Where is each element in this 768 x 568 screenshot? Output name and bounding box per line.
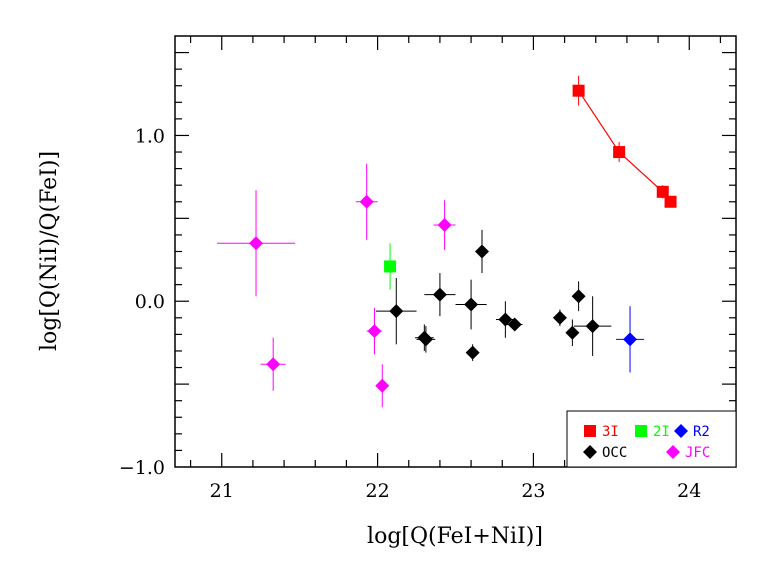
- legend-marker-r2: [674, 424, 688, 438]
- series-2i: [384, 243, 397, 290]
- legend-label-2i: 2I: [653, 424, 670, 440]
- x-tick-label: 21: [210, 480, 234, 502]
- data-point-jfc: [249, 236, 264, 251]
- data-point-occ: [474, 244, 489, 259]
- series-occ: [376, 229, 612, 361]
- y-tick-label: 1.0: [135, 125, 165, 147]
- data-point-jfc: [367, 324, 382, 339]
- series-jfc: [217, 163, 456, 408]
- legend-items: 3I 2I R2 OCC JFC: [583, 424, 710, 461]
- data-point-occ: [418, 332, 433, 347]
- data-point-3i: [656, 185, 669, 198]
- data-point-3i: [613, 146, 626, 159]
- data-point-occ: [571, 289, 586, 304]
- data-point-occ: [552, 310, 567, 325]
- data-point-jfc: [437, 217, 452, 232]
- legend-marker-jfc: [666, 445, 680, 459]
- y-tick-label: −1.0: [119, 457, 165, 479]
- y-axis-title: log[Q(NiI)/Q(FeI)]: [37, 151, 62, 351]
- data-point-occ: [432, 287, 447, 302]
- legend-box: [566, 410, 737, 468]
- legend: 3I 2I R2 OCC JFC: [566, 410, 737, 468]
- data-point-occ: [465, 345, 480, 360]
- x-axis-title: log[Q(FeI+NiI)]: [367, 524, 543, 549]
- axes-layer: 21 22 23 24 −1.0 0.0 1.0: [119, 36, 736, 502]
- data-point-occ: [507, 317, 522, 332]
- legend-label-r2: R2: [693, 424, 710, 440]
- data-point-3i: [572, 84, 585, 97]
- x-tick-label: 24: [677, 480, 701, 502]
- legend-label-3i: 3I: [602, 424, 619, 440]
- legend-label-occ: OCC: [602, 445, 627, 461]
- data-point-occ: [585, 319, 600, 334]
- data-point-2i: [384, 260, 397, 273]
- series-r2: [616, 306, 645, 373]
- legend-marker-3i: [584, 425, 596, 437]
- legend-label-jfc: JFC: [685, 445, 710, 461]
- data-point-jfc: [266, 357, 281, 372]
- data-point-occ: [389, 304, 404, 319]
- data-layer: [217, 75, 677, 408]
- data-point-r2: [623, 332, 638, 347]
- legend-marker-2i: [635, 425, 647, 437]
- data-point-jfc: [375, 378, 390, 393]
- data-point-3i: [664, 195, 677, 208]
- data-point-occ: [565, 325, 580, 340]
- y-tick-label: 0.0: [135, 291, 165, 313]
- series-3i: [572, 75, 677, 208]
- x-tick-label: 23: [521, 480, 545, 502]
- data-point-occ: [464, 297, 479, 312]
- data-point-occ: [498, 312, 513, 327]
- x-tick-label: 22: [365, 480, 389, 502]
- legend-marker-occ: [583, 445, 597, 459]
- data-point-jfc: [359, 194, 374, 209]
